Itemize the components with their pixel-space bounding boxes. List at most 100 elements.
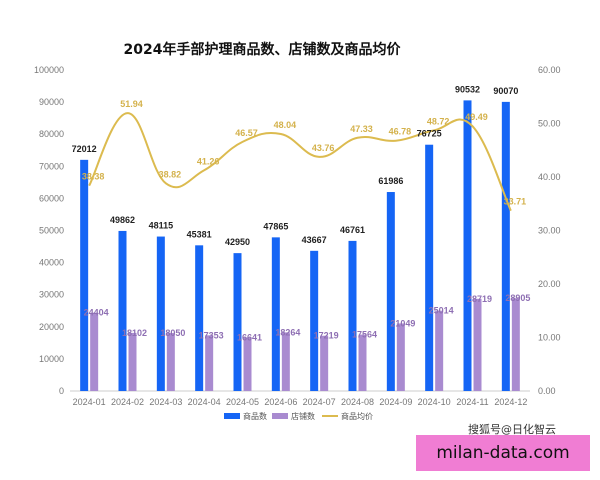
x-axis-tick-label: 2024-02 (111, 397, 144, 407)
x-axis-tick-label: 2024-06 (264, 397, 297, 407)
bar-product-count (501, 101, 510, 391)
x-axis-tick-label: 2024-04 (188, 397, 221, 407)
bar-product-count (118, 230, 127, 391)
site-badge[interactable]: milan-data.com (416, 435, 590, 471)
x-axis-tick-label: 2024-09 (379, 397, 412, 407)
right-axis-tick-label: 40.00 (538, 172, 561, 182)
bar-product-count (80, 159, 89, 391)
price-line (88, 112, 512, 212)
product-count-label: 48115 (149, 221, 174, 231)
price-label: 33.71 (504, 197, 527, 207)
right-axis-tick-label: 20.00 (538, 279, 561, 289)
store-count-label: 18050 (160, 328, 185, 338)
price-label: 43.76 (312, 143, 335, 153)
bar-store-count (128, 332, 137, 391)
bar-store-count (473, 298, 482, 391)
left-axis-tick-label: 20000 (39, 322, 64, 332)
right-axis-tick-label: 50.00 (538, 119, 561, 129)
left-axis-tick-label: 70000 (39, 161, 64, 171)
legend-label-price[interactable]: 商品均价 (341, 411, 373, 421)
bar-product-count (386, 192, 395, 391)
store-count-label: 18102 (122, 328, 147, 338)
product-count-label: 42950 (225, 237, 250, 247)
bar-group (80, 100, 520, 392)
x-axis-tick-label: 2024-07 (303, 397, 336, 407)
legend-swatch-store (272, 413, 288, 419)
right-axis: 0.00 10.00 20.00 30.00 40.00 50.00 60.00 (538, 65, 561, 396)
price-label: 48.72 (427, 116, 450, 126)
store-count-label: 16641 (237, 333, 262, 343)
product-count-label: 47865 (263, 221, 288, 231)
left-axis-tick-label: 10000 (39, 354, 64, 364)
product-count-label: 45381 (187, 229, 212, 239)
left-axis-tick-label: 60000 (39, 193, 64, 203)
legend-label-product[interactable]: 商品数 (243, 411, 267, 421)
bar-product-count (310, 250, 319, 391)
x-axis-tick-label: 2024-01 (73, 397, 106, 407)
price-label: 46.78 (389, 127, 412, 137)
watermark-text: 搜狐号@日化智云 (468, 423, 556, 436)
store-count-label: 25014 (429, 306, 454, 316)
store-count-label: 18264 (275, 327, 300, 337)
left-axis-tick-label: 100000 (34, 65, 64, 75)
left-axis-tick-label: 50000 (39, 226, 64, 236)
x-axis-tick-label: 2024-08 (341, 397, 374, 407)
bar-product-count (463, 100, 472, 392)
bar-store-count (90, 312, 99, 391)
bar-product-count (156, 236, 165, 391)
price-label: 38.38 (82, 172, 105, 182)
product-count-label: 90532 (455, 84, 480, 94)
left-axis-tick-label: 80000 (39, 129, 64, 139)
left-axis-tick-label: 40000 (39, 258, 64, 268)
bar-store-count (320, 335, 329, 391)
price-line-group (88, 112, 512, 212)
price-label: 51.94 (120, 99, 143, 109)
legend-label-store[interactable]: 店铺数 (291, 411, 315, 421)
product-count-label: 49862 (110, 215, 135, 225)
price-label: 49.49 (465, 112, 488, 122)
bar-product-count (233, 253, 242, 391)
bar-store-count (243, 337, 252, 391)
bar-product-count (425, 144, 434, 391)
legend[interactable]: 商品数 店铺数 商品均价 (224, 411, 373, 421)
price-label: 46.57 (235, 128, 258, 138)
x-axis-tick-label: 2024-11 (456, 397, 488, 407)
data-labels: 72012 24404 49862 18102 48115 18050 45381 17353… (72, 84, 531, 342)
left-axis: 0 10000 20000 30000 40000 50000 60000 70000 8000… (34, 65, 64, 396)
bar-store-count (358, 334, 367, 391)
product-count-label: 46761 (340, 225, 365, 235)
product-count-label: 43667 (302, 235, 327, 245)
x-axis-tick-label: 2024-10 (418, 397, 451, 407)
left-axis-tick-label: 30000 (39, 290, 64, 300)
right-axis-tick-label: 30.00 (538, 226, 561, 236)
product-count-label: 90070 (493, 86, 518, 96)
product-count-label: 72012 (72, 144, 97, 154)
price-label: 48.04 (274, 120, 297, 130)
bar-store-count (435, 310, 444, 391)
x-axis-tick-label: 2024-03 (149, 397, 182, 407)
x-axis: 2024-01 2024-02 2024-03 2024-04 2024-05 2024-… (70, 390, 530, 407)
legend-swatch-product (224, 413, 240, 419)
left-axis-tick-label: 0 (59, 386, 64, 396)
product-count-label: 76725 (417, 129, 442, 139)
store-count-label: 21049 (390, 318, 415, 328)
bar-product-count (348, 240, 357, 391)
store-count-label: 17564 (352, 330, 377, 340)
bar-store-count (281, 332, 290, 391)
store-count-label: 28905 (505, 293, 530, 303)
store-count-label: 17219 (314, 331, 339, 341)
bar-product-count (195, 245, 204, 391)
bar-product-count (271, 237, 280, 391)
right-axis-tick-label: 60.00 (538, 65, 561, 75)
bar-store-count (166, 333, 175, 391)
store-count-label: 28719 (467, 294, 492, 304)
chart-title: 2024年手部护理商品数、店铺数及商品均价 (124, 41, 402, 58)
x-axis-tick-label: 2024-12 (494, 397, 527, 407)
left-axis-tick-label: 90000 (39, 97, 64, 107)
right-axis-tick-label: 10.00 (538, 333, 561, 343)
bar-store-count (511, 298, 520, 391)
store-count-label: 17353 (199, 330, 224, 340)
bar-store-count (396, 323, 405, 391)
